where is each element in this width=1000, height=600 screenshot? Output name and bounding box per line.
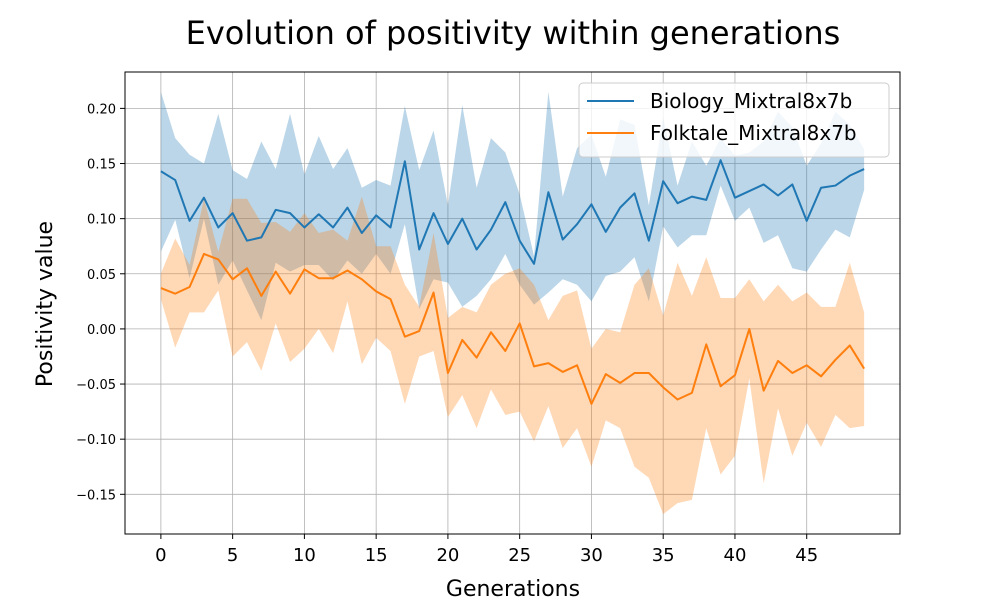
series-1-line [160,159,865,265]
x-tick-label: 15 [365,545,388,566]
y-tick-label: −0.05 [76,378,116,393]
x-tick-label: 0 [155,545,166,566]
x-tick-label: 25 [508,545,531,566]
x-tick-label: 45 [795,545,818,566]
x-tick-label: 20 [436,545,459,566]
series-1-band [160,91,865,321]
legend-label: Biology_Mixtral8x7b [650,89,852,113]
chart-title: Evolution of positivity within generatio… [186,14,841,52]
y-tick-label: −0.15 [76,488,116,503]
x-tick-label: 5 [227,545,238,566]
x-axis-label: Generations [446,577,580,600]
legend-box [578,82,890,158]
x-tick-label: 35 [652,545,675,566]
x-tick-label: 10 [293,545,316,566]
y-tick-label: 0.10 [87,213,116,228]
series-2-line [160,252,865,405]
y-axis-label: Positivity value [33,221,58,387]
x-tick-label: 40 [724,545,747,566]
x-tick-label: 30 [580,545,603,566]
y-tick-label: 0.15 [87,158,116,173]
y-tick-label: 0.00 [87,323,116,338]
y-tick-label: −0.10 [76,433,116,448]
legend-label: Folktale_Mixtral8x7b [650,121,857,145]
y-tick-label: 0.05 [87,268,116,283]
plot-frame [124,71,901,535]
legend: Biology_Mixtral8x7b Folktale_Mixtral8x7b [578,82,890,158]
y-tick-label: 0.20 [87,102,116,117]
